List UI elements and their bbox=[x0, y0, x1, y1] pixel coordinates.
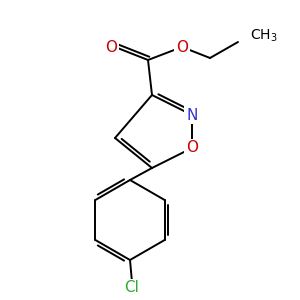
Text: Cl: Cl bbox=[124, 280, 140, 296]
Text: CH$_3$: CH$_3$ bbox=[250, 28, 278, 44]
Text: O: O bbox=[186, 140, 198, 155]
Text: O: O bbox=[176, 40, 188, 55]
Text: O: O bbox=[105, 40, 117, 55]
Text: N: N bbox=[186, 107, 198, 122]
